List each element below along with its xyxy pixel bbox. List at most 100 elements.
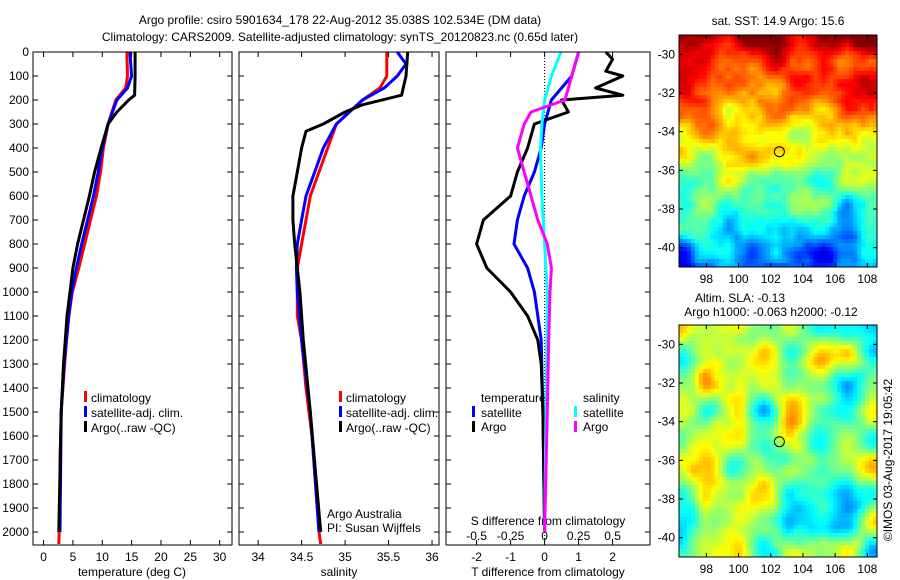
map-cell xyxy=(849,187,854,192)
map-cell xyxy=(698,211,704,216)
map-cell xyxy=(809,409,815,414)
map-cell xyxy=(714,247,720,252)
map-cell xyxy=(762,437,767,442)
map-cell xyxy=(702,393,708,398)
map-cell xyxy=(710,247,716,252)
map-cell xyxy=(722,83,728,88)
map-cell xyxy=(710,191,716,196)
map-cell xyxy=(873,71,878,76)
map-cell xyxy=(781,247,787,252)
map-cell xyxy=(718,417,724,422)
map-cell xyxy=(813,417,819,422)
map-cell xyxy=(821,91,827,96)
map-cell xyxy=(690,147,696,152)
map-cell xyxy=(865,457,870,462)
map-cell xyxy=(679,119,684,124)
map-cell xyxy=(778,413,783,418)
map-cell xyxy=(813,167,819,172)
map-cell xyxy=(833,223,838,228)
map-cell xyxy=(766,337,771,342)
map-cell xyxy=(785,127,791,132)
map-cell xyxy=(690,389,696,394)
series-line-temperature-satellite xyxy=(512,51,581,533)
map-cell xyxy=(762,345,767,350)
map-cell xyxy=(785,429,791,434)
map-cell xyxy=(714,377,720,382)
map-cell xyxy=(809,401,815,406)
map-cell xyxy=(785,207,791,212)
map-cell xyxy=(869,43,874,48)
map-cell xyxy=(789,357,795,362)
map-cell xyxy=(793,71,799,76)
map-cell xyxy=(742,437,747,442)
map-cell xyxy=(833,91,838,96)
map-cell xyxy=(801,263,807,268)
map-cell xyxy=(750,123,755,128)
map-cell xyxy=(797,405,803,410)
map-cell xyxy=(809,361,815,366)
map-cell xyxy=(793,123,799,128)
map-cell xyxy=(722,437,728,442)
map-cell xyxy=(837,167,842,172)
map-cell xyxy=(793,43,799,48)
map-cell xyxy=(698,79,704,84)
map-cell xyxy=(758,103,763,108)
map-cell xyxy=(679,437,684,442)
map-cell xyxy=(770,393,775,398)
map-cell xyxy=(801,373,807,378)
map-cell xyxy=(805,159,811,164)
map-cell xyxy=(718,87,724,92)
map-cell xyxy=(718,461,724,466)
map-cell xyxy=(690,247,696,252)
map-cell xyxy=(813,171,819,176)
map-cell xyxy=(789,365,795,370)
map-cell xyxy=(690,67,696,72)
map-cell xyxy=(754,405,759,410)
map-cell xyxy=(805,151,811,156)
map-cell xyxy=(762,215,767,220)
map-cell xyxy=(873,389,878,394)
map-cell xyxy=(833,111,838,116)
map-cell xyxy=(718,83,724,88)
map-cell xyxy=(718,55,724,60)
map-cell xyxy=(805,131,811,136)
map-cell xyxy=(833,147,838,152)
map-cell xyxy=(718,337,724,342)
x-tick-label: 15 xyxy=(125,550,139,564)
map-cell xyxy=(825,333,830,338)
map-cell xyxy=(762,405,767,410)
map-cell xyxy=(841,71,846,76)
map-cell xyxy=(766,341,771,346)
map-cell xyxy=(734,83,739,88)
map-cell xyxy=(829,111,834,116)
map-cell xyxy=(837,211,842,216)
map-cell xyxy=(805,63,811,68)
map-cell xyxy=(821,337,827,342)
map-cell xyxy=(742,417,747,422)
map-cell xyxy=(730,349,735,354)
map-cell xyxy=(861,255,866,260)
map-cell xyxy=(825,227,830,232)
map-cell xyxy=(690,349,696,354)
map-cell xyxy=(714,147,720,152)
map-cell xyxy=(805,183,811,188)
map-cell xyxy=(825,329,830,334)
map-cell xyxy=(722,151,728,156)
map-cell xyxy=(813,429,819,434)
map-cell xyxy=(694,251,700,256)
map-cell xyxy=(718,377,724,382)
map-cell xyxy=(690,135,696,140)
map-cell xyxy=(686,211,692,216)
map-cell xyxy=(762,409,767,414)
map-cell xyxy=(714,425,720,430)
map-cell xyxy=(706,103,712,108)
map-cell xyxy=(821,107,827,112)
map-cell xyxy=(817,107,823,112)
map-cell xyxy=(865,437,870,442)
map-cell xyxy=(706,99,712,104)
map-cell xyxy=(774,207,779,212)
map-cell xyxy=(750,55,755,60)
map-cell xyxy=(726,325,731,330)
map-cell xyxy=(710,413,716,418)
